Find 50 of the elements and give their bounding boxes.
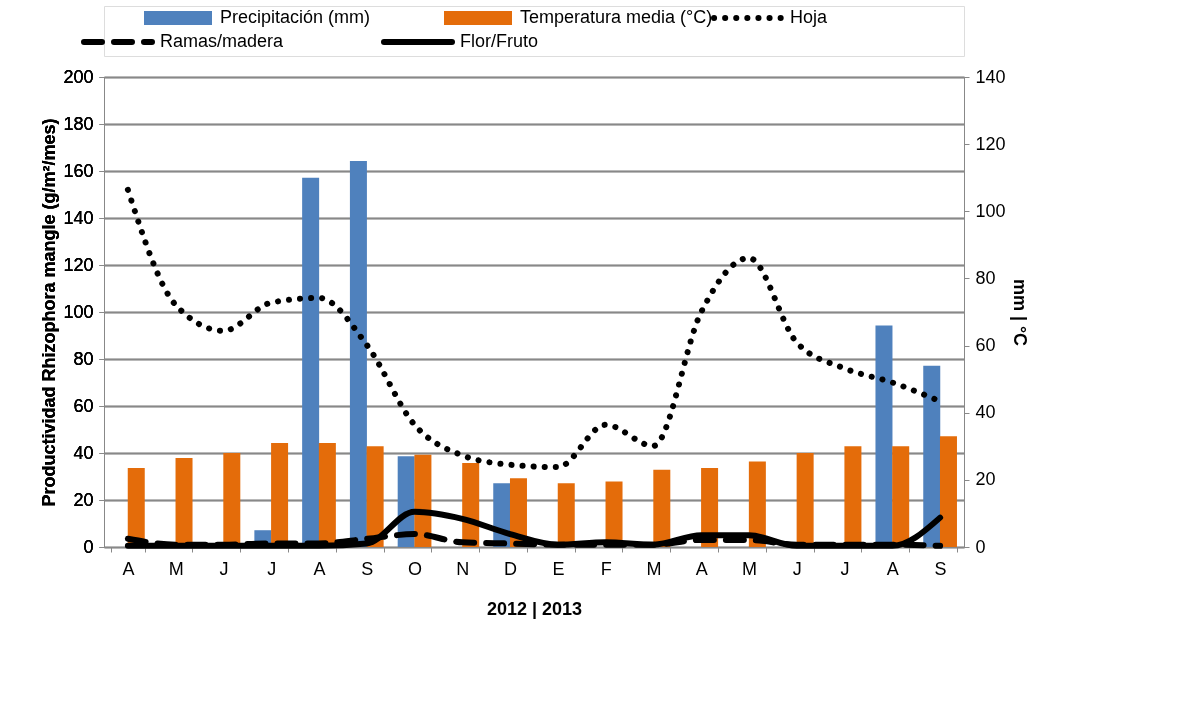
x-tick-label: J [792, 558, 802, 579]
x-tick-label: S [934, 558, 947, 579]
x-tick-label: O [408, 558, 423, 579]
y-tick-label: 0 [83, 536, 94, 557]
y-tick-label: 160 [63, 160, 94, 181]
legend-label: Hoja [790, 7, 829, 27]
x-tick-label: E [552, 558, 565, 579]
y-tick-label: 120 [63, 254, 94, 275]
y2-tick-label: 20 [975, 469, 996, 490]
y2-tick-label: 0 [975, 536, 986, 557]
y2-tick-label: 120 [975, 133, 1006, 154]
x-tick-label: A [886, 558, 899, 579]
x-tick-label: M [168, 558, 184, 579]
y2-tick-label: 40 [975, 402, 996, 423]
y-tick-label: 80 [73, 348, 94, 369]
y-tick-label: 140 [63, 207, 94, 228]
x-tick-label: D [504, 558, 518, 579]
y-tick-label: 100 [63, 301, 94, 322]
bar [923, 365, 941, 547]
bar [653, 469, 671, 547]
x-tick-label: A [313, 558, 326, 579]
y-axis-title: Productividad Rhizophora mangle (g/m²/mes) [39, 118, 60, 507]
y-tick-label: 20 [73, 489, 94, 510]
y-tick-label: 40 [73, 442, 94, 463]
y-tick-label: 200 [63, 66, 94, 87]
x-tick-label: A [695, 558, 708, 579]
legend-label: Temperatura media (°C) [520, 7, 713, 27]
x-tick-label: N [456, 558, 470, 579]
y2-tick-label: 60 [975, 335, 996, 356]
bar [366, 446, 384, 547]
x-tick-label: A [122, 558, 135, 579]
y-tick-label: 60 [73, 395, 94, 416]
y2-tick-label: 80 [975, 267, 996, 288]
legend-label: Precipitación (mm) [220, 7, 371, 27]
bar [349, 160, 367, 547]
y2-tick-label: 140 [975, 66, 1006, 87]
legend-label: Flor/Fruto [460, 31, 539, 51]
y2-tick-label: 100 [975, 200, 1006, 221]
x-tick-label: J [267, 558, 277, 579]
x-tick-label: F [600, 558, 612, 579]
y-tick-label: 180 [63, 113, 94, 134]
x-tick-label: M [742, 558, 757, 579]
y2-axis-title: mm | °C [1009, 278, 1030, 347]
x-tick-label: J [840, 558, 850, 579]
x-tick-label: J [219, 558, 229, 579]
x-tick-label: S [361, 558, 374, 579]
legend-label: Ramas/madera [160, 31, 285, 51]
x-tick-label: M [646, 558, 662, 579]
x-axis-title: 2012 | 2013 [486, 598, 583, 619]
bar [939, 436, 957, 547]
